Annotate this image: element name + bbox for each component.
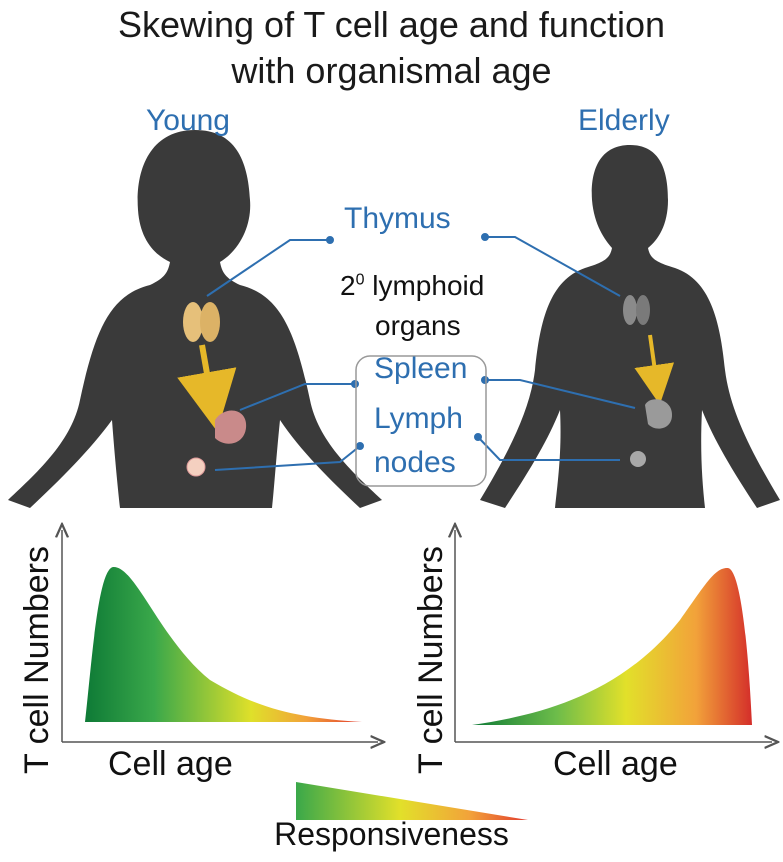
elderly-chart bbox=[455, 530, 772, 742]
responsiveness-label: Responsiveness bbox=[274, 816, 509, 852]
label-thymus: Thymus bbox=[344, 202, 451, 235]
label-spleen: Spleen bbox=[374, 352, 468, 385]
young-x-label: Cell age bbox=[108, 745, 233, 783]
responsiveness-gradient bbox=[296, 782, 528, 820]
label-elderly: Elderly bbox=[578, 104, 670, 137]
label-lymph-line2: nodes bbox=[374, 446, 456, 479]
label-secondary-line2: organs bbox=[375, 310, 461, 341]
young-y-label: T cell Numbers bbox=[18, 546, 56, 774]
secondary-organs-box bbox=[355, 355, 487, 487]
young-thymus-icon bbox=[183, 302, 220, 342]
young-spleen-icon bbox=[215, 410, 247, 444]
elderly-distribution bbox=[472, 567, 752, 725]
elderly-lymph-node-icon bbox=[630, 451, 646, 467]
young-distribution bbox=[85, 566, 362, 722]
label-lymph-line1: Lymph bbox=[374, 402, 463, 435]
elderly-y-label: T cell Numbers bbox=[412, 546, 450, 774]
label-secondary-line1: 20 lymphoid bbox=[340, 270, 485, 301]
elderly-arrow bbox=[634, 334, 675, 405]
elderly-x-label: Cell age bbox=[553, 745, 678, 783]
elderly-spleen-icon bbox=[645, 399, 672, 429]
title-line-2: with organismal age bbox=[231, 50, 552, 91]
young-arrow bbox=[177, 344, 237, 432]
title-line-1: Skewing of T cell age and function bbox=[117, 4, 666, 45]
young-lymph-node-icon bbox=[186, 457, 206, 477]
elderly-silhouette bbox=[480, 145, 780, 508]
elderly-thymus-icon bbox=[623, 295, 650, 325]
label-young: Young bbox=[146, 104, 230, 137]
young-chart bbox=[62, 530, 378, 742]
